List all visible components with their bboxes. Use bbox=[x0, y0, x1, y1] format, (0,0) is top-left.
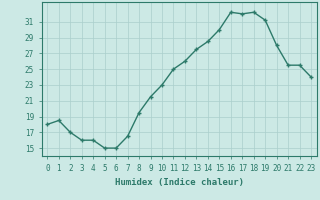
X-axis label: Humidex (Indice chaleur): Humidex (Indice chaleur) bbox=[115, 178, 244, 187]
